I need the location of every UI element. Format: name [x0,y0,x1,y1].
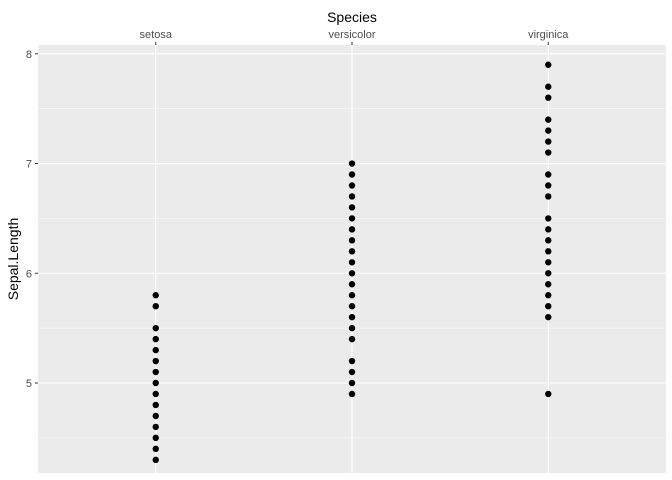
data-point-virginica [545,270,552,277]
data-point-virginica [545,248,552,255]
data-point-setosa [152,412,159,420]
data-point-setosa [152,456,159,464]
data-point-setosa [152,302,159,310]
data-point-versicolor [348,302,356,310]
data-point-setosa [152,401,159,409]
data-point-versicolor [348,324,356,332]
x-tick-labels: setosa versicolor virginica [140,29,570,41]
data-point-versicolor [348,390,356,398]
data-point-virginica [545,171,552,178]
data-point-virginica [545,94,552,101]
data-point-virginica [545,127,552,134]
data-point-versicolor [348,193,356,200]
data-point-versicolor [348,215,356,222]
y-axis-title: Sepal.Length [5,218,21,301]
data-point-setosa [152,423,159,431]
y-tick-label: 5 [26,378,32,390]
x-axis-title: Species [327,9,377,25]
data-point-virginica [545,259,552,266]
data-point-versicolor [348,368,356,376]
data-point-versicolor [348,248,356,255]
data-point-versicolor [348,226,356,233]
data-point-versicolor [348,237,356,244]
data-point-virginica [545,83,552,90]
data-point-virginica [545,149,552,156]
data-point-virginica [545,226,552,233]
y-tick-labels: 5 6 7 8 [26,49,32,390]
data-point-versicolor [348,335,356,343]
data-point-versicolor [348,379,356,387]
data-point-virginica [545,390,552,398]
data-point-setosa [152,390,159,398]
data-point-virginica [545,313,552,321]
data-points [152,61,552,464]
data-point-setosa [152,292,159,299]
data-point-setosa [152,434,159,442]
data-point-virginica [545,215,552,222]
data-point-virginica [545,281,552,288]
data-point-setosa [152,324,159,332]
data-point-virginica [545,193,552,200]
x-tick-label: virginica [528,29,569,41]
data-point-versicolor [348,281,356,288]
data-point-virginica [545,182,552,189]
data-point-virginica [545,138,552,145]
data-point-virginica [545,292,552,299]
data-point-versicolor [348,259,356,266]
data-point-setosa [152,445,159,453]
data-point-setosa [152,379,159,387]
data-point-virginica [545,61,552,68]
data-point-versicolor [348,270,356,277]
data-point-versicolor [348,182,356,189]
data-point-versicolor [348,357,356,365]
data-point-setosa [152,368,159,376]
data-point-versicolor [348,292,356,299]
data-point-virginica [545,302,552,310]
data-point-versicolor [348,313,356,321]
data-point-virginica [545,237,552,244]
data-point-versicolor [348,204,356,211]
y-tick-label: 7 [26,159,32,171]
x-tick-label: versicolor [328,29,375,41]
axis-ticks [35,42,549,384]
data-point-versicolor [348,160,356,167]
data-point-setosa [152,335,159,343]
data-point-setosa [152,357,159,365]
y-tick-label: 8 [26,49,32,61]
data-point-virginica [545,116,552,123]
y-tick-label: 6 [26,268,32,280]
data-point-versicolor [348,171,356,178]
data-point-setosa [152,346,159,354]
x-tick-label: setosa [140,29,173,41]
